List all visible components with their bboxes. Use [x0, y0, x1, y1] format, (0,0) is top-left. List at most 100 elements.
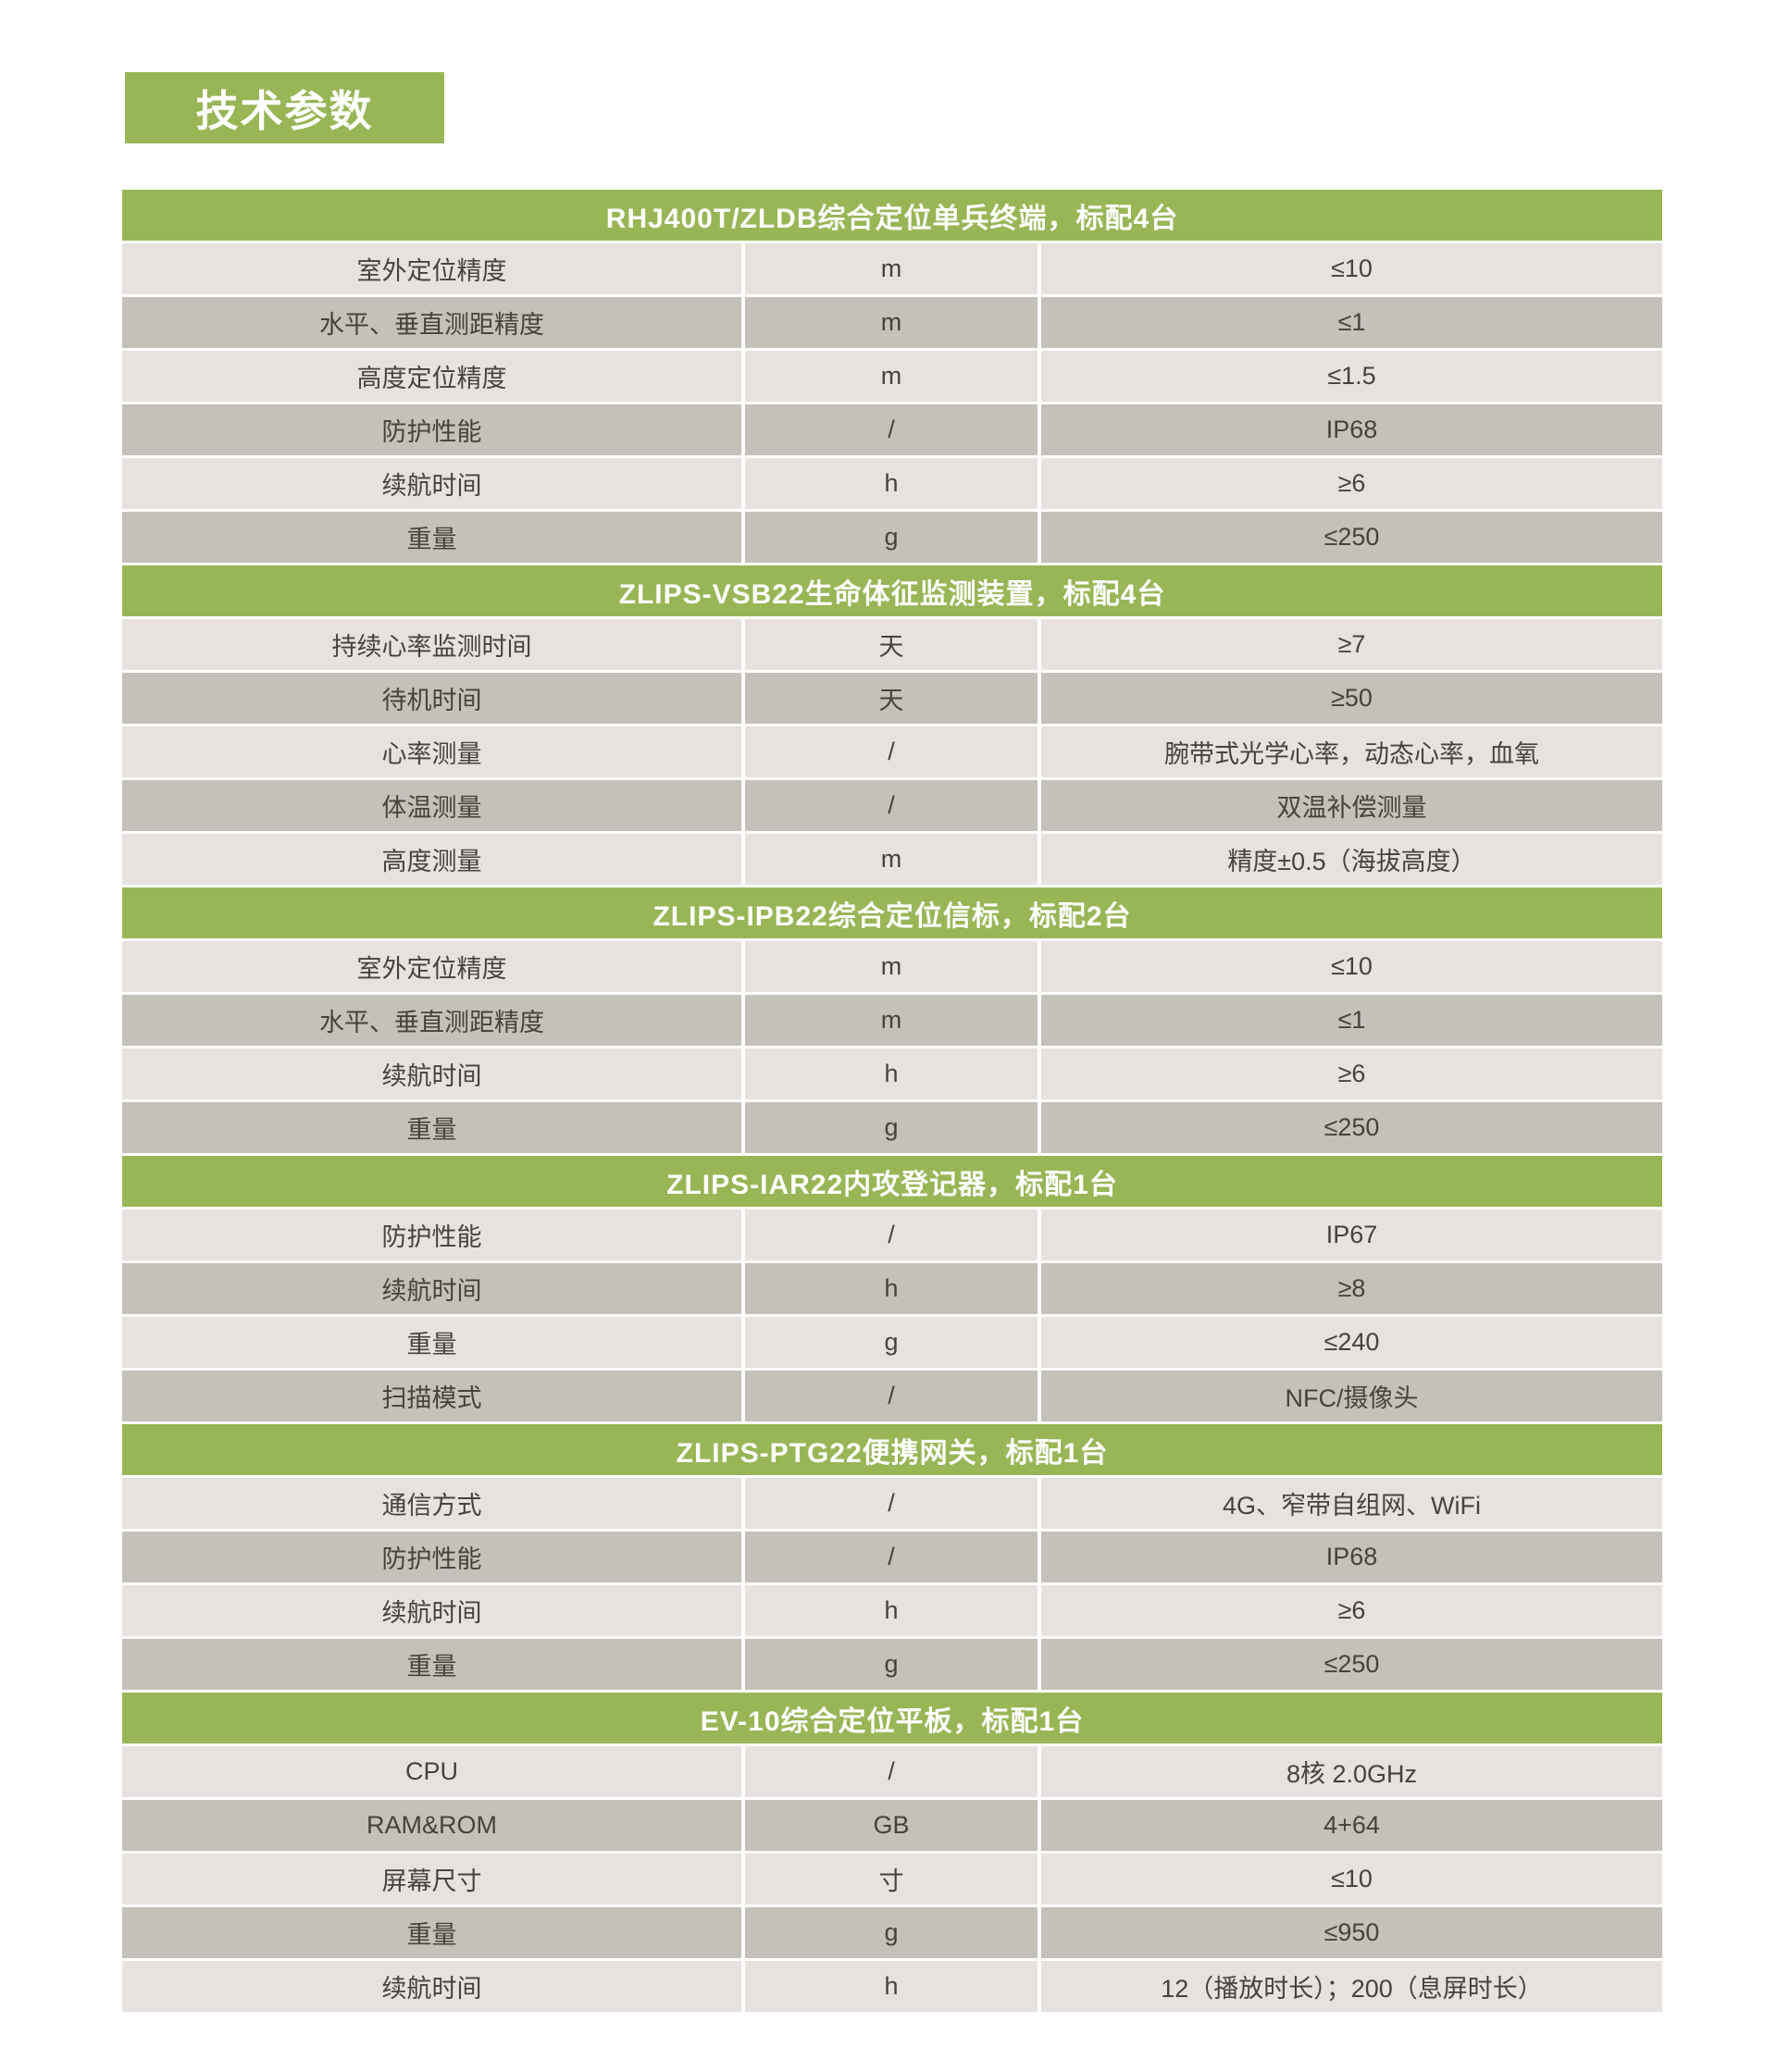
spec-unit-cell: g: [745, 1102, 1038, 1153]
spec-unit-cell: g: [745, 512, 1038, 563]
spec-row: 体温测量 / 双温补偿测量: [122, 780, 1662, 831]
section-header: EV-10综合定位平板，标配1台: [122, 1693, 1662, 1743]
spec-row: 重量 g ≤950: [122, 1907, 1662, 1958]
spec-value-cell: 腕带式光学心率，动态心率，血氧: [1041, 726, 1662, 777]
page-title: 技术参数: [125, 72, 444, 143]
spec-row: CPU/8核 2.0GHz: [122, 1746, 1662, 1797]
spec-value-cell: ≤10: [1041, 243, 1662, 294]
spec-row: 高度定位精度 m ≤1.5: [122, 351, 1662, 402]
spec-label-cell: 体温测量: [122, 780, 741, 831]
spec-unit-cell: g: [745, 1907, 1038, 1958]
spec-label-cell: RAM&ROM: [122, 1800, 741, 1851]
spec-value-cell: ≥8: [1041, 1263, 1662, 1314]
spec-value-cell: 12（播放时长）；200（息屏时长）: [1041, 1961, 1662, 2012]
spec-unit-cell: h: [745, 1048, 1038, 1099]
spec-unit-cell: /: [745, 780, 1038, 831]
spec-row: 续航时间 h ≥6: [122, 1585, 1662, 1636]
spec-row: 防护性能 / IP68: [122, 404, 1662, 455]
section-header-row: RHJ400T/ZLDB综合定位单兵终端，标配4台: [122, 190, 1662, 241]
spec-label-cell: 重量: [122, 512, 741, 563]
spec-value-cell: 4+64: [1041, 1800, 1662, 1851]
spec-unit-cell: /: [745, 1478, 1038, 1529]
spec-label-cell: 待机时间: [122, 673, 741, 724]
spec-row: 重量 g ≤250: [122, 512, 1662, 563]
spec-unit-cell: /: [745, 1532, 1038, 1582]
spec-row: 防护性能 / IP68: [122, 1532, 1662, 1582]
spec-value-cell: ≥6: [1041, 458, 1662, 509]
spec-row: 高度测量 m 精度±0.5（海拔高度）: [122, 834, 1662, 885]
spec-label-cell: 防护性能: [122, 1210, 741, 1260]
spec-value-cell: ≤250: [1041, 1102, 1662, 1153]
spec-label-cell: 屏幕尺寸: [122, 1854, 741, 1905]
spec-row: 待机时间天 ≥50: [122, 673, 1662, 724]
section-header: RHJ400T/ZLDB综合定位单兵终端，标配4台: [122, 190, 1662, 241]
spec-unit-cell: g: [745, 1317, 1038, 1368]
spec-row: 重量 g ≤250: [122, 1639, 1662, 1690]
spec-value-cell: NFC/摄像头: [1041, 1371, 1662, 1421]
spec-label-cell: 续航时间: [122, 1263, 741, 1314]
spec-unit-cell: g: [745, 1639, 1038, 1690]
spec-label-cell: 持续心率监测时间: [122, 619, 741, 670]
spec-value-cell: 双温补偿测量: [1041, 780, 1662, 831]
section-header-row: ZLIPS-IAR22内攻登记器，标配1台: [122, 1156, 1662, 1207]
spec-label-cell: 通信方式: [122, 1478, 741, 1529]
spec-unit-cell: /: [745, 726, 1038, 777]
spec-unit-cell: /: [745, 1371, 1038, 1421]
spec-table-body: RHJ400T/ZLDB综合定位单兵终端，标配4台 室外定位精度 m ≤10 水平、垂直…: [122, 190, 1662, 2012]
spec-label-cell: 续航时间: [122, 1585, 741, 1636]
spec-label-cell: 室外定位精度: [122, 941, 741, 992]
spec-unit-cell: m: [745, 297, 1038, 348]
section-header: ZLIPS-VSB22生命体征监测装置，标配4台: [122, 565, 1662, 616]
spec-value-cell: ≥7: [1041, 619, 1662, 670]
spec-unit-cell: m: [745, 351, 1038, 402]
spec-label-cell: 防护性能: [122, 404, 741, 455]
spec-label-cell: 室外定位精度: [122, 243, 741, 294]
spec-row: 重量 g ≤240: [122, 1317, 1662, 1368]
spec-label-cell: 防护性能: [122, 1532, 741, 1582]
spec-row: 续航时间 h ≥6: [122, 458, 1662, 509]
spec-unit-cell: GB: [745, 1800, 1038, 1851]
spec-label-cell: 续航时间: [122, 458, 741, 509]
spec-unit-cell: h: [745, 1585, 1038, 1636]
spec-label-cell: 重量: [122, 1639, 741, 1690]
spec-value-cell: ≤950: [1041, 1907, 1662, 1958]
section-header: ZLIPS-PTG22便携网关，标配1台: [122, 1424, 1662, 1475]
spec-label-cell: 水平、垂直测距精度: [122, 995, 741, 1046]
spec-row: 室外定位精度 m ≤10: [122, 941, 1662, 992]
spec-label-cell: CPU: [122, 1746, 741, 1797]
spec-label-cell: 心率测量: [122, 726, 741, 777]
section-header: ZLIPS-IPB22综合定位信标，标配2台: [122, 887, 1662, 938]
spec-value-cell: ≤1: [1041, 995, 1662, 1046]
spec-label-cell: 扫描模式: [122, 1371, 741, 1421]
spec-row: 心率测量 / 腕带式光学心率，动态心率，血氧: [122, 726, 1662, 777]
spec-value-cell: ≤1: [1041, 297, 1662, 348]
spec-label-cell: 续航时间: [122, 1048, 741, 1099]
spec-row: 续航时间 h ≥6: [122, 1048, 1662, 1099]
section-header-row: ZLIPS-PTG22便携网关，标配1台: [122, 1424, 1662, 1475]
spec-value-cell: ≤10: [1041, 941, 1662, 992]
spec-label-cell: 续航时间: [122, 1961, 741, 2012]
spec-value-cell: 精度±0.5（海拔高度）: [1041, 834, 1662, 885]
spec-unit-cell: h: [745, 458, 1038, 509]
spec-value-cell: IP68: [1041, 1532, 1662, 1582]
spec-value-cell: ≤250: [1041, 512, 1662, 563]
spec-unit-cell: 天: [745, 673, 1038, 724]
spec-value-cell: ≤1.5: [1041, 351, 1662, 402]
spec-value-cell: IP68: [1041, 404, 1662, 455]
spec-value-cell: ≤250: [1041, 1639, 1662, 1690]
spec-unit-cell: 天: [745, 619, 1038, 670]
spec-row: 水平、垂直测距精度 m ≤1: [122, 297, 1662, 348]
spec-row: 持续心率监测时间天 ≥7: [122, 619, 1662, 670]
spec-value-cell: ≥6: [1041, 1585, 1662, 1636]
spec-label-cell: 重量: [122, 1317, 741, 1368]
spec-row: 续航时间 h 12（播放时长）；200（息屏时长）: [122, 1961, 1662, 2012]
spec-row: RAM&ROM GB 4+64: [122, 1800, 1662, 1851]
spec-unit-cell: m: [745, 995, 1038, 1046]
spec-row: 续航时间 h ≥8: [122, 1263, 1662, 1314]
spec-row: 扫描模式 / NFC/摄像头: [122, 1371, 1662, 1421]
spec-row: 重量 g ≤250: [122, 1102, 1662, 1153]
spec-unit-cell: /: [745, 404, 1038, 455]
spec-unit-cell: m: [745, 834, 1038, 885]
spec-unit-cell: /: [745, 1210, 1038, 1260]
spec-value-cell: ≤240: [1041, 1317, 1662, 1368]
